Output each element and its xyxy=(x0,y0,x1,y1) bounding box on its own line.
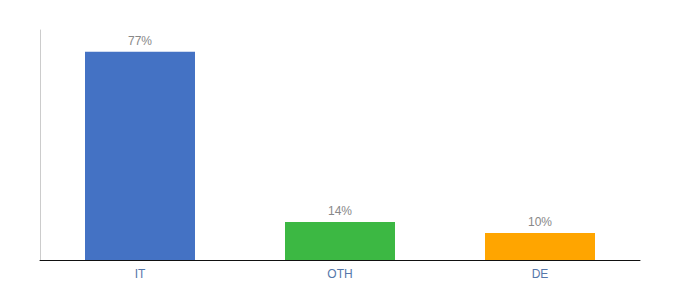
svg-text:14%: 14% xyxy=(328,204,352,218)
svg-text:DE: DE xyxy=(532,267,549,281)
svg-text:77%: 77% xyxy=(128,34,152,48)
svg-text:OTH: OTH xyxy=(327,267,352,281)
svg-text:10%: 10% xyxy=(528,215,552,229)
svg-text:IT: IT xyxy=(135,267,146,281)
